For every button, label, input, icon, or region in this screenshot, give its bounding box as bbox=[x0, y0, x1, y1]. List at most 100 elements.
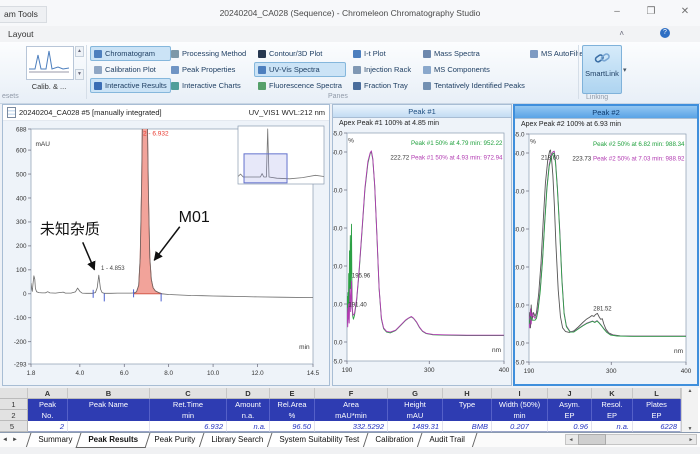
preset-spinner[interactable]: ▲ ▼ bbox=[75, 46, 84, 80]
column-letter[interactable]: H bbox=[443, 388, 492, 399]
header-cell[interactable]: Resol. bbox=[592, 399, 633, 410]
header-cell[interactable]: No. bbox=[28, 410, 68, 421]
peak1-spectra-plot[interactable]: 55.0 50.0 40.0 30.0 20.0 10.0 0.0 -5.0 190 300 400… bbox=[333, 131, 511, 385]
smartlink-button[interactable]: SmartLink bbox=[582, 45, 622, 94]
data-cell[interactable]: 332.5292 bbox=[315, 421, 388, 432]
menu-layout[interactable]: Layout bbox=[8, 29, 34, 39]
data-cell[interactable]: 0.207 bbox=[492, 421, 548, 432]
spin-down-icon[interactable]: ▼ bbox=[75, 69, 84, 80]
scrollbar-thumb[interactable] bbox=[578, 434, 606, 445]
data-cell[interactable]: 96.50 bbox=[270, 421, 315, 432]
scroll-down-icon[interactable]: ▼ bbox=[687, 426, 693, 432]
ribbon-button[interactable]: Contour/3D Plot bbox=[254, 46, 346, 61]
chromatogram-overview-inset[interactable] bbox=[237, 125, 325, 185]
header-cell[interactable]: Asym. bbox=[548, 399, 592, 410]
tab-scroll-right-icon[interactable]: ► bbox=[12, 437, 18, 443]
ribbon-button[interactable]: Chromatogram bbox=[90, 46, 171, 61]
column-letter[interactable]: G bbox=[388, 388, 443, 399]
header-cell[interactable]: EP bbox=[592, 410, 633, 421]
column-letter[interactable]: K bbox=[592, 388, 633, 399]
peak1-panel-title[interactable]: Peak #1 bbox=[333, 105, 511, 118]
sheet-tab[interactable]: System Suitability Test bbox=[266, 433, 372, 448]
row-number[interactable]: 1 bbox=[0, 399, 28, 410]
ribbon-button[interactable]: Injection Rack bbox=[349, 62, 415, 77]
ribbon-button[interactable]: Interactive Charts bbox=[167, 78, 250, 93]
data-cell[interactable]: BMB bbox=[443, 421, 492, 432]
row-number[interactable]: 5 bbox=[0, 421, 28, 432]
header-cell[interactable]: Ret.Time bbox=[150, 399, 227, 410]
collapse-ribbon-icon[interactable]: ˄ bbox=[619, 29, 624, 38]
column-letter[interactable]: A bbox=[28, 388, 68, 399]
close-button[interactable]: ✕ bbox=[680, 6, 690, 17]
scroll-right-icon[interactable]: ► bbox=[688, 436, 694, 443]
header-cell[interactable]: Rel.Area bbox=[270, 399, 315, 410]
header-cell[interactable]: Type bbox=[443, 399, 492, 410]
data-cell[interactable] bbox=[68, 421, 150, 432]
header-cell[interactable]: Area bbox=[315, 399, 388, 410]
column-letter[interactable]: I bbox=[492, 388, 548, 399]
header-cell[interactable]: Amount bbox=[227, 399, 270, 410]
ribbon-button[interactable]: Mass Spectra bbox=[419, 46, 529, 61]
data-cell[interactable]: n.a. bbox=[592, 421, 633, 432]
header-cell[interactable]: Peak Name bbox=[68, 399, 150, 410]
ribbon-button[interactable]: Tentatively Identified Peaks bbox=[419, 78, 529, 93]
header-cell[interactable]: EP bbox=[633, 410, 681, 421]
ribbon-button[interactable]: Processing Method bbox=[167, 46, 250, 61]
scroll-left-icon[interactable]: ◄ bbox=[568, 436, 574, 443]
column-letter[interactable]: J bbox=[548, 388, 592, 399]
header-cell[interactable]: mAU bbox=[388, 410, 443, 421]
header-cell[interactable]: Width (50%) bbox=[492, 399, 548, 410]
header-cell[interactable]: Plates bbox=[633, 399, 681, 410]
scroll-up-icon[interactable]: ▲ bbox=[687, 388, 693, 394]
table-vertical-scrollbar[interactable]: ▲ ▼ bbox=[681, 388, 698, 432]
ribbon-button[interactable]: Fraction Tray bbox=[349, 78, 415, 93]
column-letter[interactable]: F bbox=[315, 388, 388, 399]
table-corner[interactable] bbox=[0, 388, 28, 399]
header-cell[interactable]: Peak bbox=[28, 399, 68, 410]
column-letter[interactable]: D bbox=[227, 388, 270, 399]
sheet-tab[interactable]: Peak Results bbox=[75, 433, 151, 448]
calibration-preset-icon[interactable] bbox=[26, 46, 74, 80]
ribbon-button[interactable]: UV-Vis Spectra bbox=[254, 62, 346, 77]
ribbon-button[interactable]: MS AutoFilters bbox=[526, 46, 594, 61]
peak2-spectra-plot[interactable]: 55.0 50.0 40.0 30.0 20.0 10.0 0.0 -5.0 190 300 400… bbox=[515, 132, 697, 384]
ribbon-button[interactable]: MS Components bbox=[419, 62, 529, 77]
smartlink-dropdown-icon[interactable]: ▾ bbox=[623, 67, 627, 74]
column-letter[interactable]: B bbox=[68, 388, 150, 399]
data-cell[interactable]: 6.932 bbox=[150, 421, 227, 432]
horizontal-scrollbar[interactable]: ◄ ► bbox=[565, 434, 697, 445]
ribbon-button[interactable]: Calibration Plot bbox=[90, 62, 171, 77]
spin-up-icon[interactable]: ▲ bbox=[75, 46, 84, 57]
sheet-tab[interactable]: Audit Trail bbox=[416, 433, 478, 448]
header-cell[interactable] bbox=[443, 410, 492, 421]
header-cell[interactable]: min bbox=[492, 410, 548, 421]
sheet-tab[interactable]: Library Search bbox=[198, 433, 276, 448]
header-cell[interactable] bbox=[68, 410, 150, 421]
ribbon-button[interactable]: Interactive Results bbox=[90, 78, 171, 93]
sheet-tab[interactable]: Peak Purity bbox=[141, 433, 208, 448]
header-cell[interactable]: min bbox=[150, 410, 227, 421]
column-letter[interactable]: C bbox=[150, 388, 227, 399]
data-cell[interactable]: n.a. bbox=[227, 421, 270, 432]
header-cell[interactable]: n.a. bbox=[227, 410, 270, 421]
program-tools-tab[interactable]: am Tools bbox=[0, 6, 47, 23]
data-cell[interactable]: 0.96 bbox=[548, 421, 592, 432]
header-cell[interactable]: mAU*min bbox=[315, 410, 388, 421]
peak2-panel-title[interactable]: Peak #2 bbox=[515, 106, 697, 119]
column-letter[interactable]: L bbox=[633, 388, 681, 399]
header-cell[interactable]: Height bbox=[388, 399, 443, 410]
tab-scroll-left-icon[interactable]: ◄ bbox=[2, 437, 8, 443]
ribbon-button[interactable]: I-t Plot bbox=[349, 46, 415, 61]
minimize-button[interactable]: – bbox=[614, 6, 620, 17]
help-icon[interactable]: ? bbox=[660, 28, 670, 38]
data-cell[interactable]: 2 bbox=[28, 421, 68, 432]
header-cell[interactable]: % bbox=[270, 410, 315, 421]
row-number[interactable]: 2 bbox=[0, 410, 28, 421]
restore-button[interactable]: ❐ bbox=[646, 6, 656, 17]
header-cell[interactable]: EP bbox=[548, 410, 592, 421]
data-cell[interactable]: 6228 bbox=[633, 421, 681, 432]
ribbon-button[interactable]: Fluorescence Spectra bbox=[254, 78, 346, 93]
column-letter[interactable]: E bbox=[270, 388, 315, 399]
data-cell[interactable]: 1489.31 bbox=[388, 421, 443, 432]
ribbon-button[interactable]: Peak Properties bbox=[167, 62, 250, 77]
